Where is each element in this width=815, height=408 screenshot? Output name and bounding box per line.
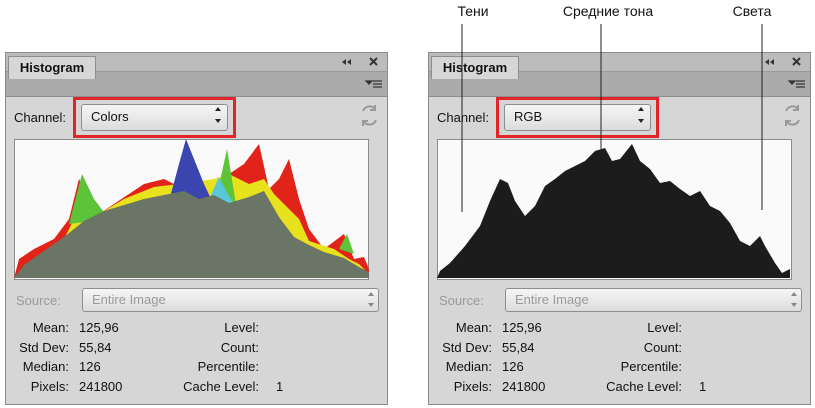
annotation: Средние тона xyxy=(562,3,654,19)
stat-value: 126 xyxy=(502,359,524,374)
stat-label: Count: xyxy=(220,339,259,355)
stat-label: Count: xyxy=(643,339,682,355)
highlight-box xyxy=(73,97,236,138)
close-button[interactable] xyxy=(369,57,378,66)
stat-label: Median: xyxy=(445,359,492,374)
stat-value: 126 xyxy=(79,359,101,374)
refresh-button[interactable] xyxy=(362,105,377,126)
channel-label: Channel: xyxy=(14,110,67,125)
panel-menu-button[interactable] xyxy=(364,80,382,88)
source-label: Source: xyxy=(439,293,484,308)
source-dropdown[interactable]: Entire Image xyxy=(82,288,379,312)
annotation: Тени xyxy=(457,3,489,19)
channel-dropdown[interactable]: Colors xyxy=(81,104,228,131)
stat-value: 125,96 xyxy=(79,320,119,335)
stat-label: Level: xyxy=(224,320,259,335)
stat-label: Cache Level: xyxy=(183,378,259,394)
panel-icons xyxy=(215,57,382,307)
stat-value: 1 xyxy=(276,378,284,394)
stat-value: 241800 xyxy=(79,378,123,394)
annotation: Света xyxy=(732,3,772,19)
dropdown-arrows xyxy=(368,292,374,307)
channel-label: Channel: xyxy=(437,110,490,125)
stat-label: Percentile: xyxy=(197,359,259,374)
close-button[interactable] xyxy=(792,57,801,66)
stat-label: Level: xyxy=(647,320,682,335)
refresh-button[interactable] xyxy=(785,105,800,126)
panel-icons xyxy=(638,57,805,307)
stat-label: Pixels: xyxy=(30,378,69,394)
source-dropdown[interactable]: Entire Image xyxy=(505,288,802,312)
histogram-tab[interactable]: Histogram xyxy=(431,56,519,79)
stat-label: Std Dev: xyxy=(442,339,492,355)
stat-label: Mean: xyxy=(32,320,69,335)
dropdown-arrows xyxy=(791,292,797,307)
stat-value: 125,96 xyxy=(502,320,542,335)
histogram-shape xyxy=(169,139,212,201)
stat-label: Cache Level: xyxy=(606,378,682,394)
stat-label: Median: xyxy=(22,359,69,374)
source-label: Source: xyxy=(16,293,61,308)
histogram-shape xyxy=(339,234,354,254)
histogram-shape xyxy=(437,144,790,278)
stat-value: 55,84 xyxy=(79,339,112,355)
stat-label: Percentile: xyxy=(620,359,682,374)
highlight-box xyxy=(496,97,659,138)
stat-value: 1 xyxy=(699,378,707,394)
stat-label: Std Dev: xyxy=(19,339,69,355)
dropdown-arrows xyxy=(638,107,644,123)
histogram-shape xyxy=(69,174,109,224)
collapse-button[interactable] xyxy=(765,59,774,65)
stat-value: 55,84 xyxy=(502,339,535,355)
histogram-shape xyxy=(14,191,369,278)
collapse-button[interactable] xyxy=(342,59,351,65)
panel-menu-button[interactable] xyxy=(787,80,805,88)
histogram-tab[interactable]: Histogram xyxy=(8,56,96,79)
stat-label: Pixels: xyxy=(453,378,492,394)
stat-label: Mean: xyxy=(455,320,492,335)
dropdown-arrows xyxy=(215,107,221,123)
stat-value: 241800 xyxy=(502,378,546,394)
panel-title-bar xyxy=(6,53,387,72)
channel-dropdown[interactable]: RGB xyxy=(504,104,651,131)
panel-title-bar xyxy=(429,53,810,72)
